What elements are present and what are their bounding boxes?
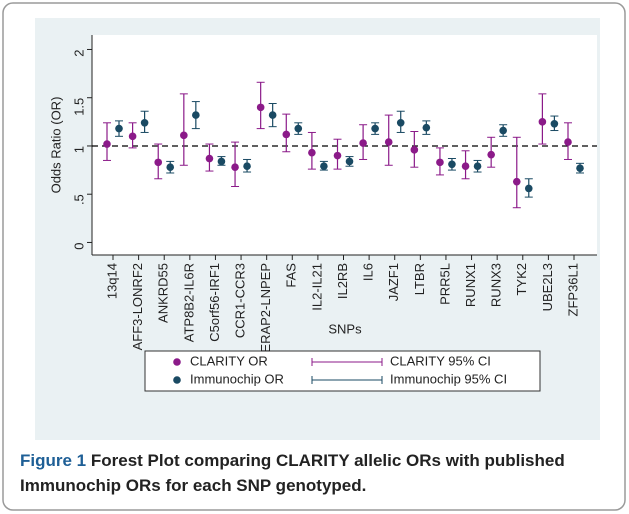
or-point	[564, 138, 572, 146]
legend-marker	[173, 358, 181, 366]
y-tick-label: 2	[71, 49, 86, 56]
caption: Figure 1 Forest Plot comparing CLARITY a…	[20, 448, 600, 498]
y-tick-label: 0	[71, 242, 86, 249]
or-point	[512, 177, 521, 186]
x-tick-label: AFF3-LONRF2	[130, 263, 145, 350]
caption-text: Forest Plot comparing CLARITY allelic OR…	[20, 451, 565, 495]
or-point	[282, 130, 291, 139]
legend-marker	[173, 376, 181, 384]
x-tick-label: ATP8B2-IL6R	[181, 263, 196, 342]
y-tick-label: 1	[71, 146, 86, 153]
or-point	[180, 131, 188, 140]
or-point	[217, 157, 226, 166]
or-point	[499, 126, 507, 135]
or-point	[396, 119, 405, 127]
or-point	[320, 162, 328, 171]
x-tick-label: CCR1-CCR3	[232, 263, 247, 338]
x-tick-label: C5orf56-IRF1	[207, 263, 222, 342]
or-point	[205, 154, 214, 163]
or-point	[436, 158, 444, 167]
plot-area	[92, 35, 597, 255]
or-point	[410, 146, 419, 154]
or-point	[333, 151, 342, 160]
or-point	[128, 132, 137, 141]
x-tick-label: PRR5L	[437, 263, 452, 305]
legend-label: Immunochip OR	[190, 371, 284, 386]
or-point	[268, 111, 277, 119]
x-axis-title: SNPs	[328, 321, 362, 336]
or-point	[103, 140, 111, 148]
x-tick-label: ANKRD55	[156, 263, 171, 323]
y-axis-title: Odds Ratio (OR)	[48, 97, 63, 194]
x-tick-label: RUNX1	[463, 263, 478, 307]
x-tick-label: FAS	[284, 263, 299, 288]
or-point	[371, 124, 379, 133]
or-point	[576, 164, 584, 172]
or-point	[231, 163, 239, 171]
or-point	[154, 158, 163, 167]
x-tick-label: IL2RB	[335, 263, 350, 299]
or-point	[359, 139, 367, 147]
or-point	[422, 123, 431, 132]
or-point	[524, 184, 533, 193]
x-tick-label: ZFP36L1	[565, 263, 580, 316]
or-point	[243, 162, 251, 171]
or-point	[461, 162, 470, 171]
or-point	[140, 119, 149, 127]
x-tick-label: ERAP2-LNPEP	[258, 263, 273, 353]
y-tick-label: 1.5	[71, 98, 86, 116]
or-point	[487, 150, 495, 159]
x-tick-label: JAZF1	[386, 263, 401, 301]
caption-label: Figure 1	[20, 451, 87, 470]
x-tick-label: 13q14	[104, 263, 119, 299]
x-tick-label: LTBR	[412, 263, 427, 295]
legend-label: CLARITY 95% CI	[390, 353, 491, 368]
or-point	[345, 157, 354, 166]
x-tick-label: RUNX3	[489, 263, 504, 307]
or-point	[308, 148, 316, 157]
x-tick-label: UBE2L3	[540, 263, 555, 311]
legend	[144, 350, 541, 392]
or-point	[384, 138, 393, 146]
legend-label: CLARITY OR	[190, 353, 268, 368]
y-tick-label: .5	[71, 194, 86, 205]
x-tick-label: IL2-IL21	[309, 263, 324, 311]
or-point	[294, 124, 303, 133]
or-point	[166, 163, 175, 171]
or-point	[192, 111, 200, 119]
or-point	[538, 118, 547, 126]
or-point	[115, 124, 123, 133]
or-point	[256, 103, 265, 112]
legend-label: Immunochip 95% CI	[390, 371, 507, 386]
or-point	[550, 119, 559, 128]
x-tick-label: IL6	[361, 263, 376, 281]
or-point	[448, 160, 456, 169]
x-tick-label: TYK2	[514, 263, 529, 296]
or-point	[473, 162, 482, 171]
